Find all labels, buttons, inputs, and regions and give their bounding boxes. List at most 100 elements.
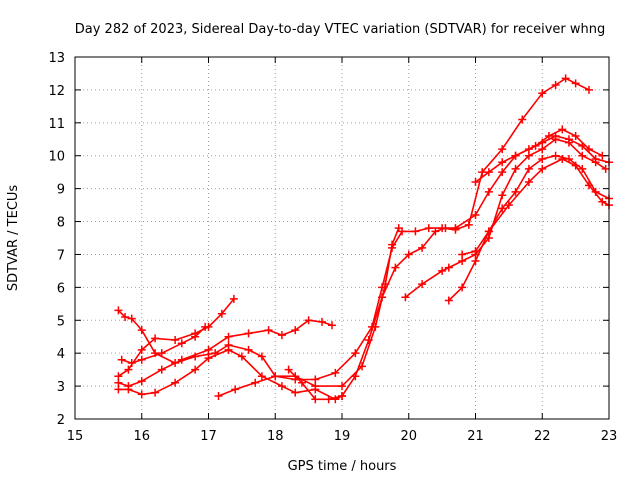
data-point xyxy=(277,331,286,340)
data-point xyxy=(378,293,387,302)
series-line xyxy=(217,77,590,397)
data-point xyxy=(151,388,160,397)
data-point xyxy=(127,359,136,368)
data-point xyxy=(264,326,273,335)
data-point xyxy=(114,385,123,394)
data-point xyxy=(191,365,200,374)
data-point xyxy=(564,135,573,144)
data-point xyxy=(411,227,420,236)
data-point xyxy=(251,378,260,387)
data-point xyxy=(471,178,480,187)
data-point xyxy=(498,191,507,200)
data-point xyxy=(584,85,593,94)
series-line xyxy=(461,154,610,256)
data-point xyxy=(137,355,146,364)
data-point xyxy=(351,349,360,358)
data-point xyxy=(229,294,238,303)
y-tick-label: 9 xyxy=(57,183,65,198)
data-point xyxy=(498,204,507,213)
data-point xyxy=(331,395,340,404)
data-point xyxy=(324,395,333,404)
data-point xyxy=(257,372,266,381)
data-point xyxy=(151,349,160,358)
data-point xyxy=(244,345,253,354)
data-point xyxy=(498,168,507,177)
data-point xyxy=(351,372,360,381)
data-point xyxy=(504,201,513,210)
data-point xyxy=(284,365,293,374)
data-point xyxy=(311,395,320,404)
data-point xyxy=(217,309,226,318)
data-point xyxy=(444,296,453,305)
data-point xyxy=(157,365,166,374)
data-point xyxy=(498,158,507,167)
series-line xyxy=(287,128,604,401)
data-point xyxy=(458,250,467,259)
data-point xyxy=(214,391,223,400)
data-point xyxy=(484,187,493,196)
data-point xyxy=(538,89,547,98)
data-point xyxy=(191,352,200,361)
data-point xyxy=(564,155,573,164)
data-point xyxy=(151,334,160,343)
y-tick-label: 6 xyxy=(57,281,65,296)
data-point xyxy=(378,283,387,292)
data-point xyxy=(551,151,560,160)
x-axis-label: GPS time / hours xyxy=(288,459,397,474)
x-tick-label: 17 xyxy=(200,429,217,444)
data-point xyxy=(231,385,240,394)
data-point xyxy=(117,355,126,364)
data-point xyxy=(524,145,533,154)
data-point xyxy=(137,377,146,386)
data-point xyxy=(124,365,133,374)
y-tick-label: 5 xyxy=(57,314,65,329)
data-traces xyxy=(114,74,613,404)
x-tick-label: 20 xyxy=(400,429,417,444)
data-point xyxy=(388,243,397,252)
y-tick-label: 10 xyxy=(48,150,65,165)
data-point xyxy=(244,329,253,338)
data-point xyxy=(127,314,136,323)
data-point xyxy=(464,220,473,229)
data-point xyxy=(204,345,213,354)
data-point xyxy=(538,155,547,164)
y-tick-label: 4 xyxy=(57,347,65,362)
data-point xyxy=(578,151,587,160)
data-point xyxy=(137,345,146,354)
data-point xyxy=(317,317,326,326)
y-axis-label: SDTVAR / TECUs xyxy=(6,185,21,292)
data-point xyxy=(391,263,400,272)
data-point xyxy=(121,312,130,321)
data-point xyxy=(571,79,580,88)
data-point xyxy=(431,227,440,236)
series-line xyxy=(404,138,607,299)
x-tick-label: 16 xyxy=(133,429,150,444)
series-line xyxy=(117,319,333,387)
series-line xyxy=(117,298,235,378)
data-point xyxy=(418,280,427,289)
data-point xyxy=(137,390,146,399)
data-point xyxy=(224,332,233,341)
data-point xyxy=(338,382,346,391)
data-point xyxy=(518,115,527,124)
series-trace-g xyxy=(284,125,607,404)
data-point xyxy=(331,368,340,377)
data-point xyxy=(578,164,587,173)
data-point xyxy=(271,372,280,381)
chart-title: Day 282 of 2023, Sidereal Day-to-day VTE… xyxy=(75,22,606,37)
data-point xyxy=(598,197,607,206)
x-tick-label: 21 xyxy=(467,429,484,444)
data-point xyxy=(418,243,427,252)
data-point xyxy=(364,336,373,345)
data-point xyxy=(441,224,450,233)
data-point xyxy=(338,391,346,400)
y-tick-label: 8 xyxy=(57,216,65,231)
y-tick-label: 2 xyxy=(57,413,65,428)
data-point xyxy=(291,388,300,397)
y-tick-label: 12 xyxy=(48,84,65,99)
data-point xyxy=(478,168,487,177)
y-tick-label: 3 xyxy=(57,380,65,395)
data-point xyxy=(204,354,213,363)
data-point xyxy=(458,283,467,292)
